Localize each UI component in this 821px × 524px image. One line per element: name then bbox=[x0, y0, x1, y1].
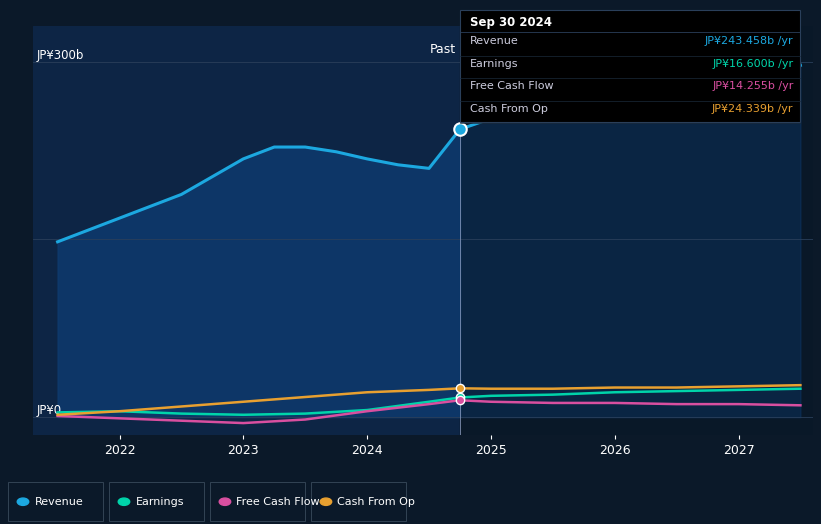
Bar bbox=[460, 26, 813, 435]
Text: Free Cash Flow: Free Cash Flow bbox=[470, 81, 553, 91]
Bar bbox=[33, 26, 460, 435]
Text: JP¥24.339b /yr: JP¥24.339b /yr bbox=[712, 104, 793, 114]
Text: Cash From Op: Cash From Op bbox=[470, 104, 548, 114]
Text: Sep 30 2024: Sep 30 2024 bbox=[470, 16, 552, 29]
Text: Revenue: Revenue bbox=[34, 497, 83, 507]
Text: Earnings: Earnings bbox=[470, 59, 518, 69]
Text: Free Cash Flow: Free Cash Flow bbox=[236, 497, 320, 507]
Text: JP¥243.458b /yr: JP¥243.458b /yr bbox=[704, 36, 793, 46]
Text: JP¥14.255b /yr: JP¥14.255b /yr bbox=[712, 81, 793, 91]
Text: Revenue: Revenue bbox=[470, 36, 519, 46]
Text: Cash From Op: Cash From Op bbox=[337, 497, 415, 507]
Text: JP¥16.600b /yr: JP¥16.600b /yr bbox=[713, 59, 793, 69]
Text: Past: Past bbox=[430, 42, 456, 56]
Text: Analysts Forecasts: Analysts Forecasts bbox=[464, 42, 580, 56]
Text: Earnings: Earnings bbox=[135, 497, 184, 507]
Text: JP¥300b: JP¥300b bbox=[37, 49, 84, 62]
Text: JP¥0: JP¥0 bbox=[37, 404, 62, 417]
